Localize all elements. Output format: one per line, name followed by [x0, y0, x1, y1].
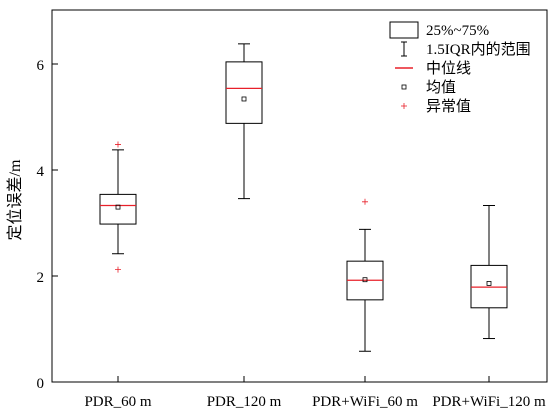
- x-tick-label: PDR_120 m: [207, 394, 282, 410]
- outlier-marker: [115, 267, 121, 273]
- y-tick-label: 2: [37, 270, 45, 286]
- legend-whisker-swatch: [401, 42, 407, 56]
- y-axis-label: 定位误差/m: [6, 159, 24, 240]
- iqr-box: [226, 62, 262, 123]
- legend-outlier-swatch: [401, 103, 407, 109]
- y-tick-label: 6: [37, 58, 45, 74]
- outlier-marker: [362, 199, 368, 205]
- legend-mean-label: 均值: [426, 79, 456, 96]
- legend: 25%~75% 1.5IQR内的范围 中位线 均值 异常值: [390, 22, 531, 115]
- x-tick-label: PDR_60 m: [84, 394, 151, 410]
- legend-median-label: 中位线: [426, 60, 471, 77]
- legend-mean-swatch: [402, 85, 406, 89]
- legend-box-label: 25%~75%: [426, 23, 489, 39]
- legend-whisker-label: 1.5IQR内的范围: [426, 41, 531, 58]
- legend-box-swatch: [390, 22, 418, 38]
- y-tick-label: 4: [37, 164, 45, 180]
- x-tick-label: PDR+WiFi_120 m: [432, 394, 546, 410]
- y-tick-label: 0: [37, 376, 45, 392]
- outlier-marker: [115, 142, 121, 148]
- legend-outlier-label: 异常值: [426, 98, 471, 115]
- x-tick-label: PDR+WiFi_60 m: [312, 394, 418, 410]
